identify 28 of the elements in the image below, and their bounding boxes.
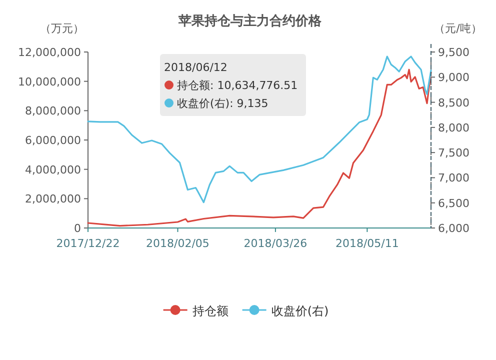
y2-tick-label: 8,000 — [438, 121, 470, 134]
y-tick-label: 0 — [74, 222, 81, 235]
y-tick-label: 2,000,000 — [25, 192, 81, 206]
y-tick-label: 8,000,000 — [25, 104, 81, 118]
x-tick-label: 2018/05/11 — [335, 237, 399, 250]
y2-axis-title: （元/吨） — [434, 22, 482, 35]
x-tick-label: 2018/02/05 — [146, 237, 210, 250]
y2-tick-label: 9,500 — [438, 46, 470, 59]
legend-label: 持仓额 — [192, 304, 228, 318]
y-tick-label: 4,000,000 — [25, 163, 81, 176]
y2-tick-label: 8,500 — [438, 96, 470, 110]
y2-tick-label: 6,000 — [438, 222, 470, 235]
y2-tick-label: 9,000 — [438, 71, 470, 84]
annotation: 持仓额: 10,634,776.51 — [177, 79, 298, 92]
annotation: 收盘价(右): 9,135 — [177, 97, 268, 110]
y2-tick-label: 7,000 — [438, 172, 470, 185]
annotation: 2018/06/12 — [164, 61, 228, 74]
y-axis-title: （万元） — [40, 22, 84, 35]
legend-label: 收盘价(右) — [271, 304, 329, 318]
tooltip: 2018/06/12 持仓额: 10,634,776.51 收盘价(右): 9,135 — [160, 54, 306, 116]
y-tick-label: 6,000,000 — [25, 134, 81, 147]
y-tick-label: 10,000,000 — [18, 75, 81, 88]
y-tick-label: 12,000,000 — [18, 46, 81, 59]
y2-tick-label: 6,500 — [438, 196, 470, 210]
x-tick-label: 2018/03/26 — [244, 237, 308, 250]
y2-tick-label: 7,500 — [438, 146, 470, 160]
x-tick-label: 2017/12/22 — [56, 237, 120, 250]
chart-title: 苹果持仓与主力合约价格 — [178, 13, 322, 29]
